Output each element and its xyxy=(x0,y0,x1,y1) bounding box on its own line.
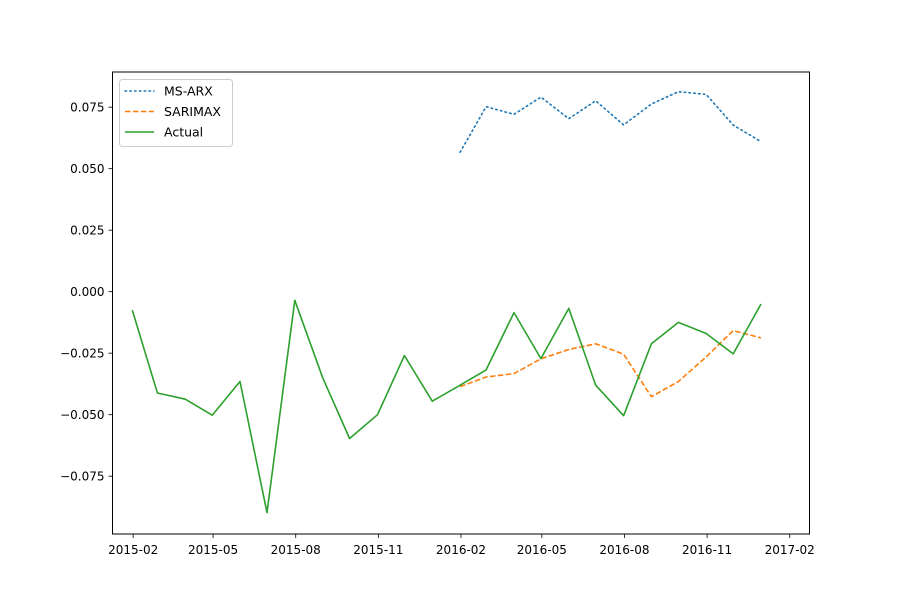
y-tick-label: −0.025 xyxy=(60,347,104,361)
x-tick-label: 2016-05 xyxy=(517,543,567,557)
y-tick-label: 0.025 xyxy=(70,224,104,238)
x-tick-label: 2015-08 xyxy=(271,543,321,557)
y-tick-label: 0.000 xyxy=(70,285,104,299)
legend-label: Actual xyxy=(164,125,203,140)
series-line-ms-arx xyxy=(459,90,762,153)
y-tick-label: −0.075 xyxy=(60,470,104,484)
x-tick-label: 2017-02 xyxy=(765,543,815,557)
x-tick-label: 2015-11 xyxy=(353,543,403,557)
x-tick-label: 2015-02 xyxy=(108,543,158,557)
x-tick-label: 2016-02 xyxy=(436,543,486,557)
series-line-actual xyxy=(131,299,762,514)
series-layer xyxy=(131,90,762,514)
y-axis: 0.075 0.050 0.025 0.000 −0.025 −0.050 −0.075 xyxy=(60,101,113,484)
x-tick-label: 2016-11 xyxy=(682,543,732,557)
legend: MS-ARX SARIMAX Actual xyxy=(119,79,233,147)
y-tick-label: 0.075 xyxy=(70,101,104,115)
plot-frame xyxy=(112,71,810,535)
y-tick-label: 0.050 xyxy=(70,162,104,176)
x-tick-label: 2015-05 xyxy=(188,543,238,557)
x-tick-label: 2016-08 xyxy=(599,543,649,557)
y-tick-label: −0.050 xyxy=(60,408,104,422)
legend-box xyxy=(119,79,233,147)
plot-area xyxy=(112,72,810,534)
x-axis: 2015-02 2015-05 2015-08 2015-11 2016-02 2016-… xyxy=(108,534,815,557)
series-line-sarimax xyxy=(459,329,762,398)
legend-label: SARIMAX xyxy=(164,104,221,119)
legend-label: MS-ARX xyxy=(164,84,213,99)
